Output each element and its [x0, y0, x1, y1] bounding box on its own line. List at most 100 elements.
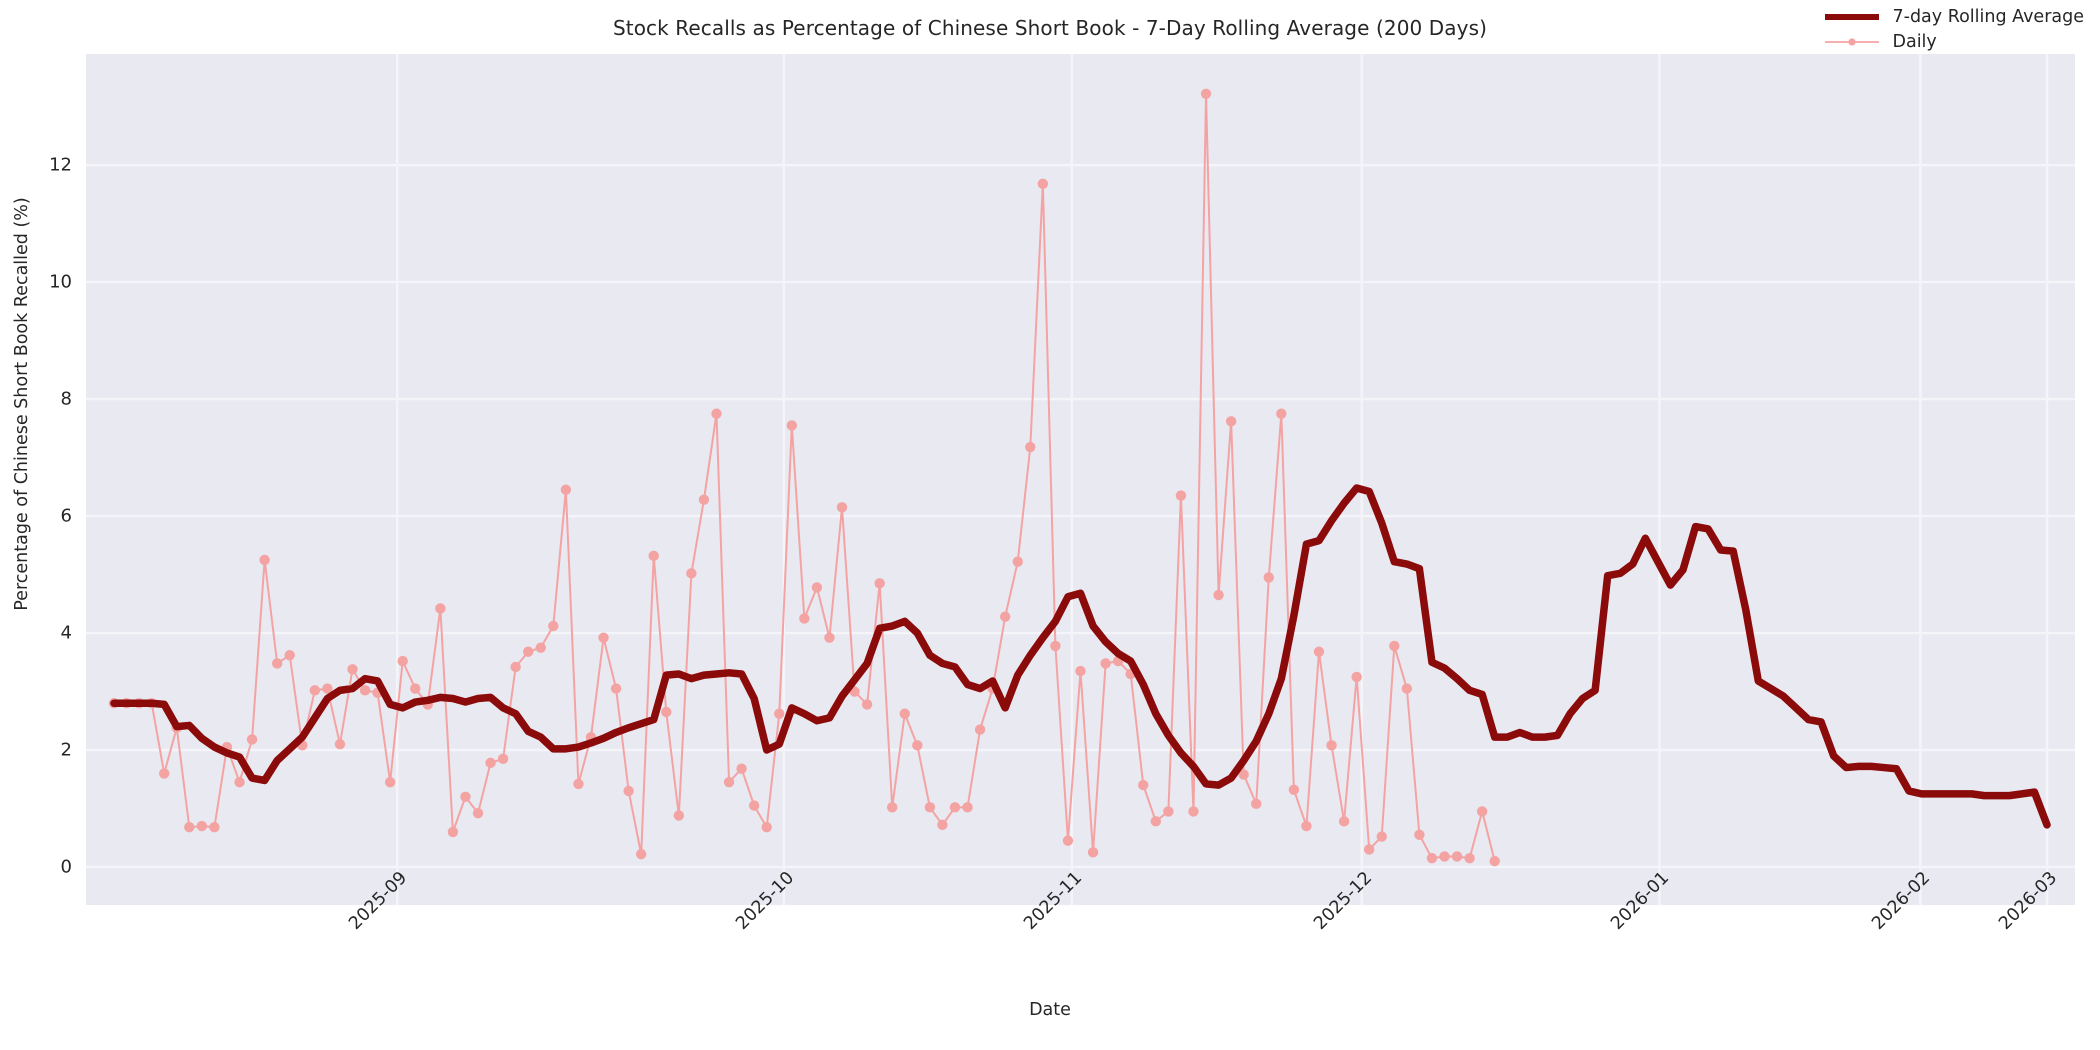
daily-point: [246, 734, 258, 745]
daily-point: [1213, 589, 1224, 601]
daily-point: [1414, 829, 1425, 841]
daily-point: [1012, 556, 1023, 567]
daily-point: [748, 800, 760, 811]
daily-point: [1363, 844, 1375, 855]
daily-point: [774, 708, 785, 719]
daily-point: [548, 620, 559, 632]
daily-point: [598, 632, 609, 643]
daily-point: [874, 578, 885, 589]
daily-point: [435, 603, 446, 614]
daily-point: [359, 685, 371, 696]
daily-point: [1050, 640, 1061, 652]
daily-point: [1163, 806, 1174, 817]
daily-point: [460, 791, 471, 802]
daily-point: [1263, 572, 1274, 583]
daily-point: [635, 848, 647, 860]
daily-point: [259, 554, 270, 566]
y-tick-label: 10: [49, 271, 72, 293]
daily-point: [497, 753, 509, 764]
daily-point: [271, 658, 283, 669]
daily-point: [1464, 853, 1475, 864]
daily-point: [510, 661, 521, 673]
rolling-average-line: [110, 484, 2051, 829]
daily-point: [322, 683, 333, 694]
daily-point: [535, 642, 546, 653]
plot-area: [86, 54, 2075, 905]
daily-point: [159, 768, 170, 779]
legend-line-swatch-daily: [1823, 33, 1881, 51]
daily-point: [912, 740, 923, 751]
daily-point: [610, 683, 622, 694]
daily-point: [1389, 640, 1400, 652]
chart-title: Stock Recalls as Percentage of Chinese S…: [612, 16, 1488, 40]
daily-point: [723, 776, 735, 788]
daily-point: [284, 650, 295, 661]
daily-point: [1087, 847, 1099, 858]
daily-point: [1276, 408, 1287, 419]
daily-point: [974, 724, 986, 735]
daily-point: [1075, 665, 1086, 677]
daily-point: [334, 738, 346, 750]
y-tick-label: 4: [60, 622, 72, 644]
daily-point: [786, 420, 798, 431]
daily-point: [824, 632, 835, 643]
daily-point: [1251, 798, 1262, 810]
daily-point: [1439, 851, 1450, 862]
chart-legend: 7-day Rolling Average Daily: [1819, 4, 2091, 55]
legend-label-rolling-average: 7-day Rolling Average: [1892, 7, 2085, 27]
legend-item-rolling-average: 7-day Rolling Average: [1823, 7, 2085, 27]
daily-point: [560, 484, 572, 495]
daily-point: [924, 802, 936, 813]
legend-item-daily: Daily: [1823, 33, 2085, 51]
daily-point: [949, 802, 961, 813]
daily-point: [309, 685, 321, 696]
daily-point: [1376, 831, 1387, 842]
daily-point: [761, 822, 772, 833]
y-tick-label: 0: [60, 856, 72, 878]
y-tick-label: 2: [60, 739, 72, 761]
daily-point: [1150, 816, 1162, 827]
daily-point: [184, 822, 195, 833]
y-tick-label: 8: [60, 388, 72, 410]
daily-point: [648, 550, 659, 562]
daily-point: [1326, 740, 1337, 751]
daily-point: [673, 810, 685, 821]
daily-point: [698, 494, 710, 505]
daily-point: [1175, 490, 1187, 501]
daily-point: [523, 646, 534, 657]
daily-point: [999, 611, 1011, 622]
daily-point: [384, 776, 396, 788]
daily-point: [1301, 820, 1312, 832]
daily-point: [836, 502, 848, 513]
daily-point: [623, 785, 634, 797]
daily-point: [1062, 835, 1074, 846]
daily-line: [114, 92, 1496, 862]
daily-point: [1025, 441, 1036, 453]
daily-point: [485, 757, 496, 769]
legend-line-swatch-rolling-average: [1823, 8, 1881, 26]
grid-lines: [86, 54, 2075, 905]
daily-point: [1489, 855, 1500, 867]
daily-point: [1100, 658, 1111, 669]
daily-point: [887, 802, 898, 813]
daily-point: [1401, 683, 1413, 694]
daily-point: [1313, 646, 1325, 657]
daily-point: [1288, 784, 1300, 795]
x-axis-label: Date: [1029, 1000, 1071, 1020]
daily-point: [1451, 851, 1463, 862]
daily-point: [711, 408, 722, 419]
daily-point: [1476, 806, 1488, 817]
daily-point: [937, 819, 948, 831]
daily-point: [661, 706, 672, 718]
daily-point: [410, 683, 421, 694]
daily-point: [799, 613, 810, 624]
daily-point: [397, 655, 408, 667]
daily-point: [1200, 88, 1212, 99]
daily-point: [196, 820, 208, 832]
daily-point: [861, 699, 873, 710]
daily-point: [573, 778, 584, 790]
daily-point: [811, 582, 823, 593]
y-tick-label: 12: [49, 154, 72, 176]
daily-point: [472, 807, 484, 819]
